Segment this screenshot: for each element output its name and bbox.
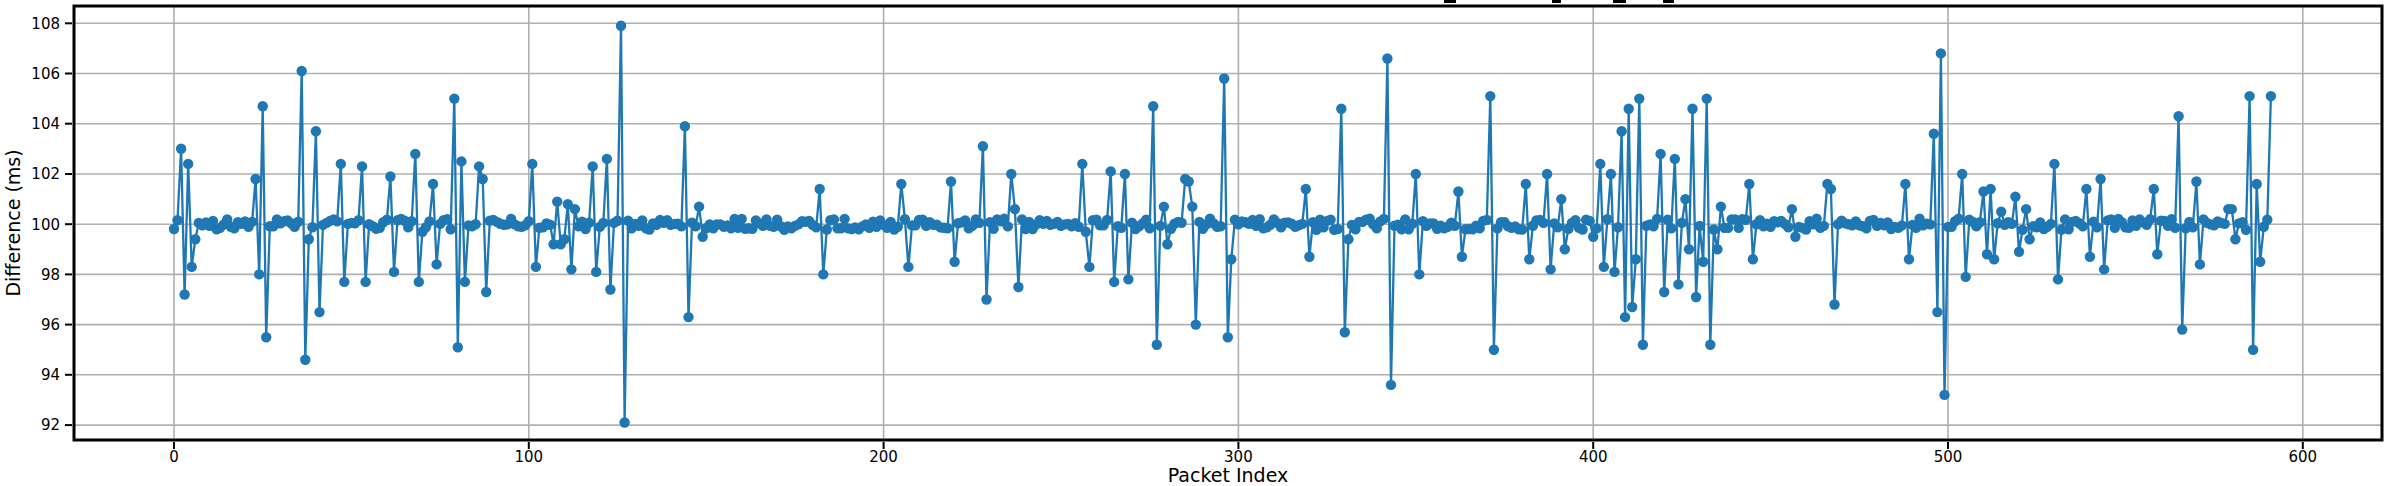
cropped-title-fragments — [1444, 0, 1674, 3]
axis-ticks: 0100200300400500600929496981001021041061… — [31, 15, 2317, 466]
x-tick-label: 600 — [2288, 448, 2317, 466]
y-tick-label: 104 — [31, 115, 60, 133]
y-tick-label: 100 — [31, 216, 60, 234]
y-tick-label: 96 — [41, 316, 60, 334]
y-tick-label: 106 — [31, 65, 60, 83]
x-tick-label: 200 — [869, 448, 898, 466]
x-tick-label: 400 — [1579, 448, 1608, 466]
y-tick-label: 94 — [41, 366, 60, 384]
y-tick-label: 108 — [31, 15, 60, 33]
x-axis-label: Packet Index — [1168, 464, 1289, 486]
y-tick-label: 92 — [41, 416, 60, 434]
y-tick-label: 102 — [31, 165, 60, 183]
x-tick-label: 0 — [169, 448, 179, 466]
line-chart: 0100200300400500600929496981001021041061… — [0, 0, 2390, 486]
y-axis-label: Difference (ms) — [2, 149, 24, 296]
y-tick-label: 98 — [41, 266, 60, 284]
x-tick-label: 100 — [514, 448, 543, 466]
matplotlib-figure: 0100200300400500600929496981001021041061… — [0, 0, 2390, 486]
x-tick-label: 500 — [1934, 448, 1963, 466]
